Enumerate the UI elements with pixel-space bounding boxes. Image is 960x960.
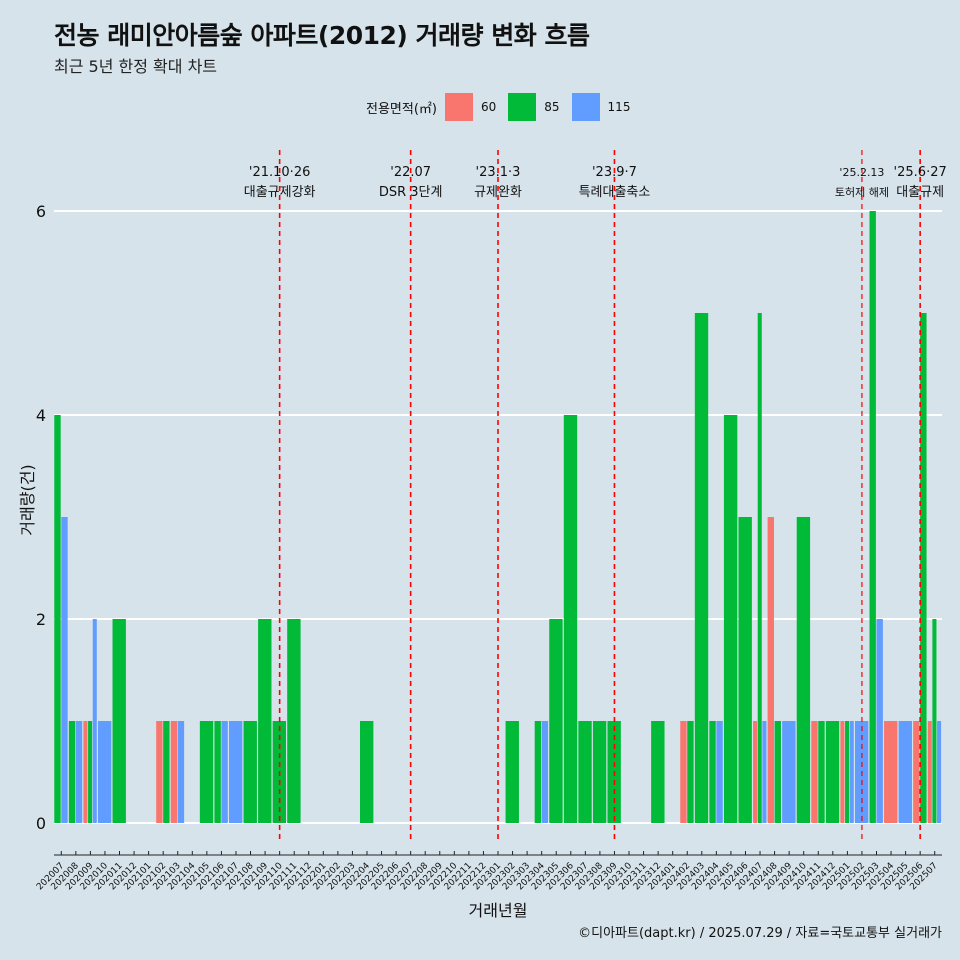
event-label: 토허제 해제 <box>835 185 889 199</box>
legend-item-85: 85 <box>508 93 565 121</box>
event-date: '23.9·7 <box>592 165 637 180</box>
y-tick-label: 4 <box>36 406 46 425</box>
legend-label-60: 60 <box>480 100 497 114</box>
x-axis-title: 거래년월 <box>469 901 528 920</box>
event-date: '25.6·27 <box>894 165 947 180</box>
bar-85-202308 <box>592 721 607 823</box>
bar-85-202506 <box>920 313 927 823</box>
bar-85-202109 <box>258 619 272 823</box>
bar-85-202306 <box>563 415 578 823</box>
bar-85-202407 <box>757 313 762 823</box>
bar-60-202501 <box>840 721 845 823</box>
bar-85-202405 <box>723 415 738 823</box>
chart-subtitle: 최근 5년 한정 확대 차트 <box>54 57 218 76</box>
legend-swatch-115 <box>571 93 600 121</box>
bar-60-202408 <box>767 517 774 823</box>
bar-60-202402 <box>680 721 687 823</box>
chart-title: 전농 래미안아름숲 아파트(2012) 거래량 변화 흐름 <box>54 21 590 50</box>
bar-60-202507 <box>927 721 932 823</box>
bar-85-202008 <box>68 721 76 823</box>
legend: 전용면적(㎡) 60 85 115 <box>366 93 642 121</box>
bar-115-202503 <box>876 619 883 823</box>
event-date: '23.1·3 <box>476 165 521 180</box>
bar-85-202507 <box>932 619 937 823</box>
y-axis-title: 거래량(건) <box>18 464 37 535</box>
event-label: 대출규제 <box>896 185 944 200</box>
event-label: 대출규제강화 <box>244 185 316 200</box>
bar-85-202108 <box>243 721 257 823</box>
bar-85-202007 <box>54 415 61 823</box>
bar-115-202107 <box>228 721 243 823</box>
bar-85-202412 <box>825 721 840 823</box>
bar-115-202007 <box>61 517 68 823</box>
bar-115-202103 <box>177 721 185 823</box>
bar-115-202507 <box>937 721 942 823</box>
bar-85-202403 <box>694 313 709 823</box>
y-tick-label: 0 <box>36 814 46 833</box>
bar-60-202102 <box>156 721 163 823</box>
bar-115-202407 <box>762 721 767 823</box>
bar-85-202305 <box>549 619 563 823</box>
bar-85-202204 <box>359 721 374 823</box>
bar-85-202408 <box>774 721 781 823</box>
bar-115-202304 <box>541 721 549 823</box>
bar-85-202106 <box>214 721 221 823</box>
legend-item-115: 115 <box>571 93 637 121</box>
event-label: 특례대출축소 <box>579 185 651 200</box>
event-date: '25.2.13 <box>839 166 884 179</box>
legend-label-85: 85 <box>544 100 560 114</box>
bar-115-202409 <box>782 721 796 823</box>
bar-85-202105 <box>199 721 214 823</box>
bar-85-202102 <box>163 721 170 823</box>
bar-85-202011 <box>112 619 126 823</box>
bar-60-202103 <box>170 721 178 823</box>
bar-85-202312 <box>651 721 665 823</box>
bar-115-202505 <box>898 721 912 823</box>
bar-60-202009 <box>83 721 88 823</box>
event-label: DSR 3단계 <box>379 185 443 200</box>
bar-85-202503 <box>869 211 876 823</box>
bar-85-202307 <box>578 721 592 823</box>
bar-115-202010 <box>97 721 112 823</box>
source-caption: ©디아파트(dapt.kr) / 2025.07.29 / 자료=국토교통부 실… <box>578 926 942 941</box>
bar-85-202304 <box>534 721 542 823</box>
legend-label-115: 115 <box>607 100 631 114</box>
event-date: '22.07 <box>390 165 431 180</box>
bar-85-202501 <box>845 721 850 823</box>
bar-60-202506 <box>913 721 920 823</box>
event-label: 규제완화 <box>474 185 522 200</box>
bar-60-202504 <box>884 721 898 823</box>
legend-item-60: 60 <box>444 93 502 121</box>
bar-60-202411 <box>811 721 818 823</box>
y-tick-label: 2 <box>36 610 46 629</box>
y-tick-label: 6 <box>36 202 46 221</box>
legend-title: 전용면적(㎡) <box>366 101 437 117</box>
bar-115-202404 <box>716 721 723 823</box>
legend-swatch-60 <box>444 93 473 121</box>
event-date: '21.10·26 <box>249 165 310 180</box>
legend-swatch-85 <box>508 93 537 121</box>
bar-85-202111 <box>287 619 301 823</box>
bar-115-202501 <box>849 721 854 823</box>
bar-85-202406 <box>738 517 752 823</box>
bar-85-202410 <box>796 517 811 823</box>
bar-85-202404 <box>709 721 716 823</box>
bar-85-202411 <box>818 721 825 823</box>
bar-115-202009 <box>92 619 97 823</box>
bar-115-202008 <box>75 721 83 823</box>
bar-85-202402 <box>687 721 694 823</box>
bar-115-202106 <box>221 721 228 823</box>
bar-85-202302 <box>505 721 519 823</box>
bar-85-202009 <box>88 721 93 823</box>
bar-60-202407 <box>753 721 758 823</box>
